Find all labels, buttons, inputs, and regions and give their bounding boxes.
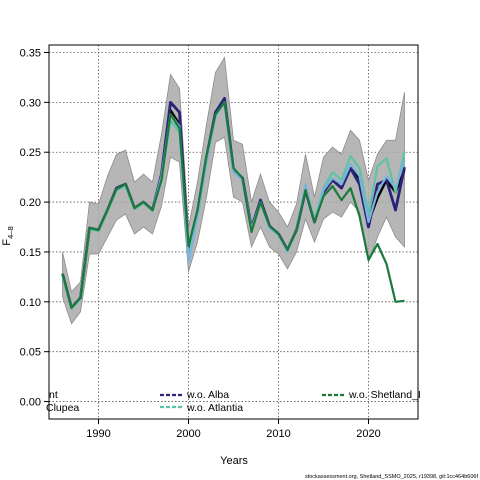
credit-text: stockassessment.org, Shetland_SSMO_2025,…: [305, 474, 479, 480]
x-tick-label-3: 2020: [356, 428, 380, 440]
legend-label-2: w.o. Alba: [186, 389, 229, 401]
svg-text:F4–8: F4–8: [1, 226, 15, 245]
y-axis-title-main: F: [1, 239, 13, 246]
confidence-band-layer: [62, 56, 405, 325]
x-axis-title: Years: [220, 455, 248, 467]
legend-label-0: nt: [49, 389, 58, 401]
x-axis: 1990 2000 2010 2020: [86, 419, 381, 440]
y-tick-label-2: 0.10: [20, 297, 41, 309]
x-tick-label-1: 2000: [176, 428, 200, 440]
y-axis: 0.00 0.05 0.10 0.15 0.20 0.25 0.30 0.35: [20, 47, 49, 409]
legend-label-3: w.o. Atlantia: [186, 402, 243, 414]
legend-label-1: Clupea: [46, 402, 79, 414]
series-line-4: [61, 101, 405, 309]
y-tick-label-5: 0.25: [20, 147, 41, 159]
y-tick-label-1: 0.05: [20, 347, 41, 359]
x-tick-label-0: 1990: [86, 428, 110, 440]
x-tick-label-2: 2010: [266, 428, 290, 440]
legend-label-4: w.o. Shetland_I: [348, 389, 421, 401]
y-tick-label-6: 0.30: [20, 97, 41, 109]
plot-frame: [48, 44, 419, 420]
legend: nt Clupea w.o. Alba w.o. Atlantia w.o. S…: [46, 389, 421, 414]
y-axis-title-subscript: 4–8: [6, 226, 15, 239]
y-tick-label-3: 0.15: [20, 247, 41, 259]
confidence-band: [62, 56, 405, 325]
y-tick-label-0: 0.00: [20, 397, 41, 409]
y-tick-label-7: 0.35: [20, 47, 41, 59]
y-tick-label-4: 0.20: [20, 197, 41, 209]
y-axis-title: F4–8: [1, 226, 15, 245]
series-layer: [61, 96, 406, 310]
